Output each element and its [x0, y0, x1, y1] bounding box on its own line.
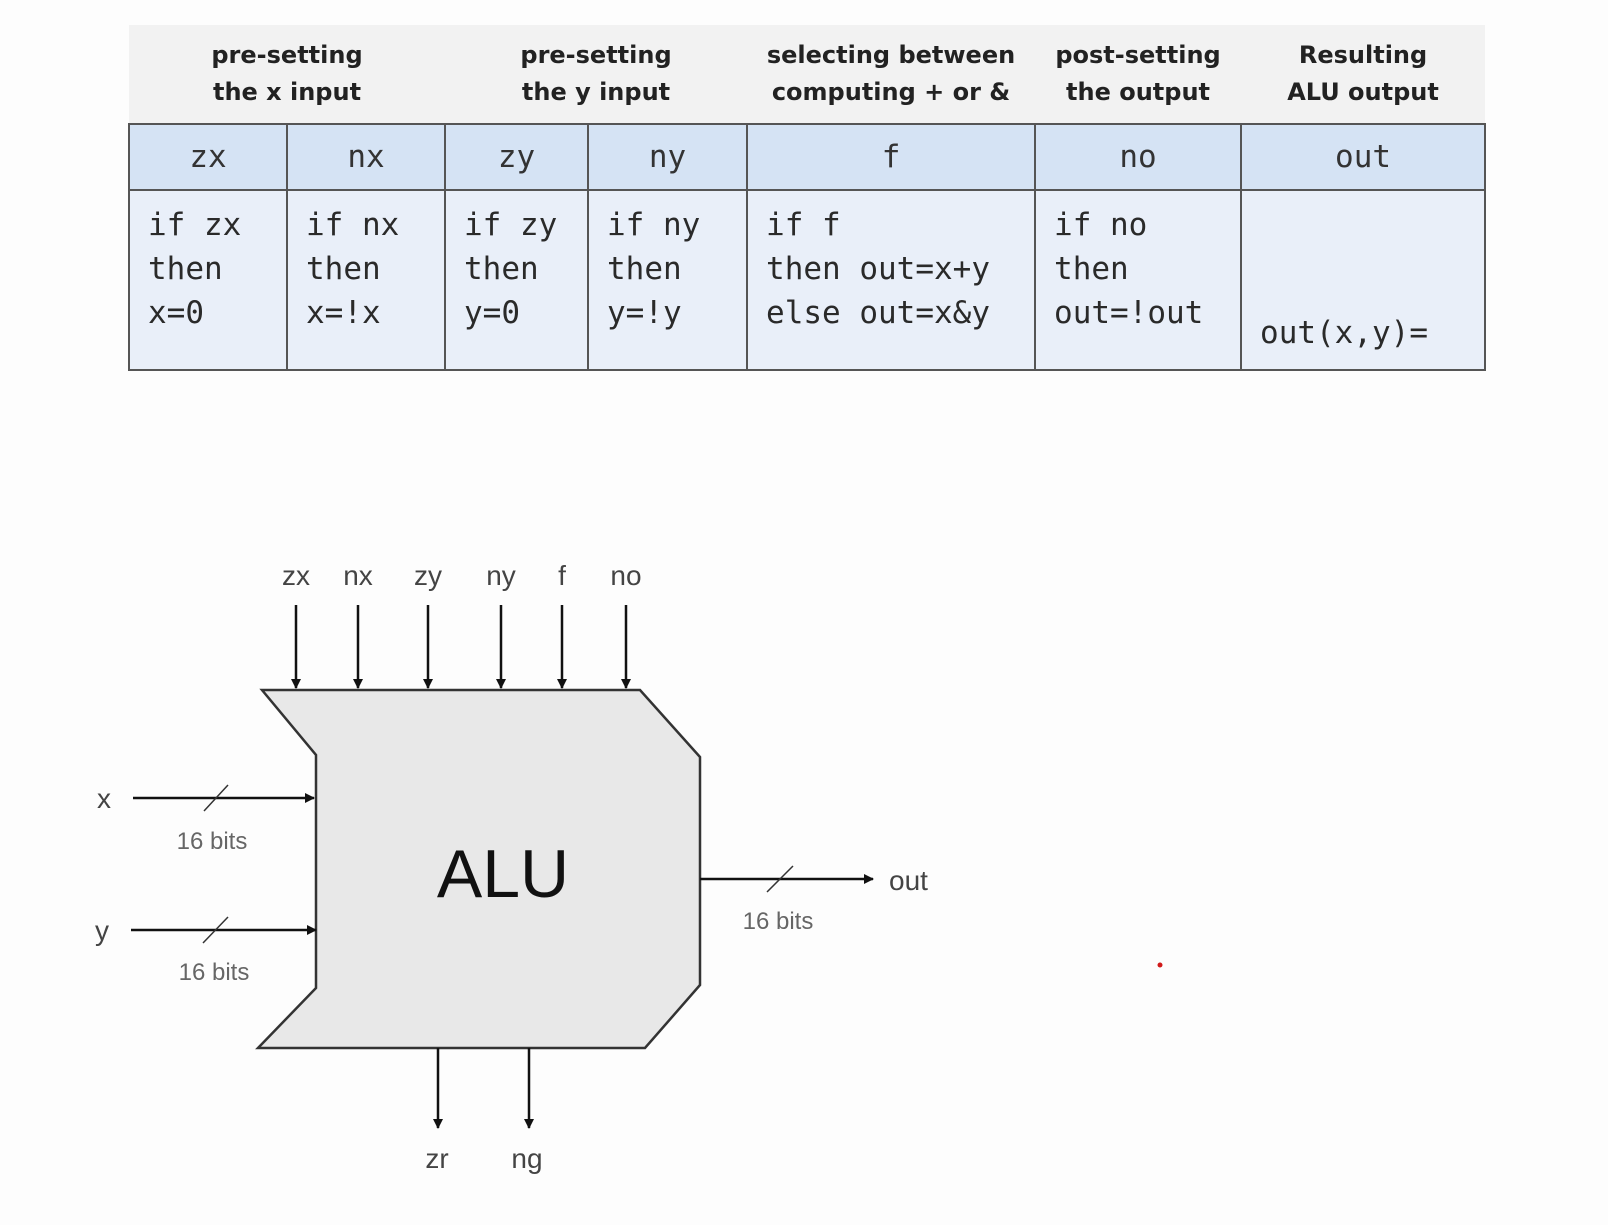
group-header-x-input: pre-setting the x input	[129, 25, 446, 124]
alu-truth-table: pre-setting the x input pre-setting the …	[128, 25, 1487, 371]
desc-line: x=!x	[306, 295, 381, 331]
desc-no: if no then out=!out	[1034, 189, 1243, 371]
group-header-y-input: pre-setting the y input	[445, 25, 748, 124]
description-row: if zx then x=0 if nx then x=!x if zy the…	[128, 189, 1487, 371]
desc-line: then	[1054, 251, 1129, 287]
bus-slash-out	[766, 865, 794, 893]
desc-line: if f	[766, 207, 841, 243]
desc-line: then out=x+y	[766, 251, 990, 287]
input-label-y: y	[95, 915, 109, 946]
bus-slash-x	[203, 784, 229, 812]
desc-line: then	[306, 251, 381, 287]
input-label-x: x	[97, 783, 111, 814]
desc-line: if nx	[306, 207, 400, 243]
group-header-function: selecting between computing + or &	[747, 25, 1036, 124]
group-header-line: post-setting	[1055, 41, 1221, 69]
control-label-ny: ny	[486, 560, 516, 591]
group-header-line: pre-setting	[520, 41, 672, 69]
control-label-no: no	[610, 560, 641, 591]
desc-line: if zy	[464, 207, 558, 243]
control-label-zy: zy	[414, 560, 442, 591]
desc-ny: if ny then y=!y	[587, 189, 749, 371]
bit-header-f: f	[746, 123, 1037, 191]
alu-control-table: pre-setting the x input pre-setting the …	[128, 25, 1487, 371]
bus-width-y: 16 bits	[179, 959, 250, 986]
desc-line: if ny	[607, 207, 701, 243]
bit-header-zx: zx	[128, 123, 288, 191]
control-label-f: f	[558, 560, 566, 591]
desc-line: y=0	[464, 295, 521, 331]
desc-line: else out=x&y	[766, 295, 990, 331]
group-header-line: selecting between	[766, 41, 1016, 69]
group-header-line: the y input	[521, 78, 671, 106]
output-label-out: out	[889, 865, 928, 896]
desc-zy: if zy then y=0	[444, 189, 590, 371]
alu-chip-label: ALU	[437, 836, 569, 912]
bit-header-no: no	[1034, 123, 1243, 191]
group-header-line: ALU output	[1287, 78, 1439, 106]
desc-line: then	[464, 251, 539, 287]
group-header-line: computing + or &	[771, 78, 1011, 106]
bus-width-out: 16 bits	[743, 908, 814, 935]
red-marker-dot	[1157, 962, 1163, 968]
group-header-line: the output	[1066, 78, 1211, 106]
flag-label-zr: zr	[425, 1143, 448, 1174]
flag-label-ng: ng	[511, 1143, 542, 1174]
desc-line: then	[148, 251, 223, 287]
control-bits-row: zx nx zy ny f no out	[128, 123, 1487, 191]
alu-chip-body	[255, 688, 702, 1050]
desc-f: if f then out=x+y else out=x&y	[746, 189, 1037, 371]
flag-outputs: zr ng	[425, 1048, 543, 1174]
data-output-out: out 16 bits	[700, 865, 928, 935]
desc-out: out(x,y)=	[1240, 189, 1487, 371]
bus-slash-y	[202, 916, 229, 944]
group-header-line: pre-setting	[211, 41, 363, 69]
bit-header-out: out	[1240, 123, 1487, 191]
control-label-zx: zx	[282, 560, 310, 591]
data-input-y: y 16 bits	[95, 915, 317, 986]
control-label-nx: nx	[343, 560, 373, 591]
desc-zx: if zx then x=0	[128, 189, 288, 371]
desc-line: out=!out	[1054, 295, 1204, 331]
bus-width-x: 16 bits	[177, 828, 248, 855]
desc-line: if zx	[148, 207, 242, 243]
bit-header-nx: nx	[285, 123, 447, 191]
data-input-x: x 16 bits	[97, 783, 315, 855]
bit-header-zy: zy	[444, 123, 590, 191]
group-header-line: Resulting	[1298, 41, 1428, 69]
desc-nx: if nx then x=!x	[285, 189, 447, 371]
group-header-post-setting: post-setting the output	[1035, 25, 1242, 124]
desc-line: then	[607, 251, 682, 287]
desc-line: x=0	[148, 295, 204, 331]
control-inputs: zx nx zy ny f no	[282, 560, 642, 689]
desc-line: y=!y	[607, 295, 682, 331]
group-header-result: Resulting ALU output	[1241, 25, 1486, 124]
bit-header-ny: ny	[587, 123, 749, 191]
desc-line: if no	[1054, 207, 1148, 243]
desc-line: out(x,y)=	[1260, 315, 1429, 351]
group-header-line: the x input	[212, 78, 362, 106]
group-header-row: pre-setting the x input pre-setting the …	[129, 25, 1486, 124]
